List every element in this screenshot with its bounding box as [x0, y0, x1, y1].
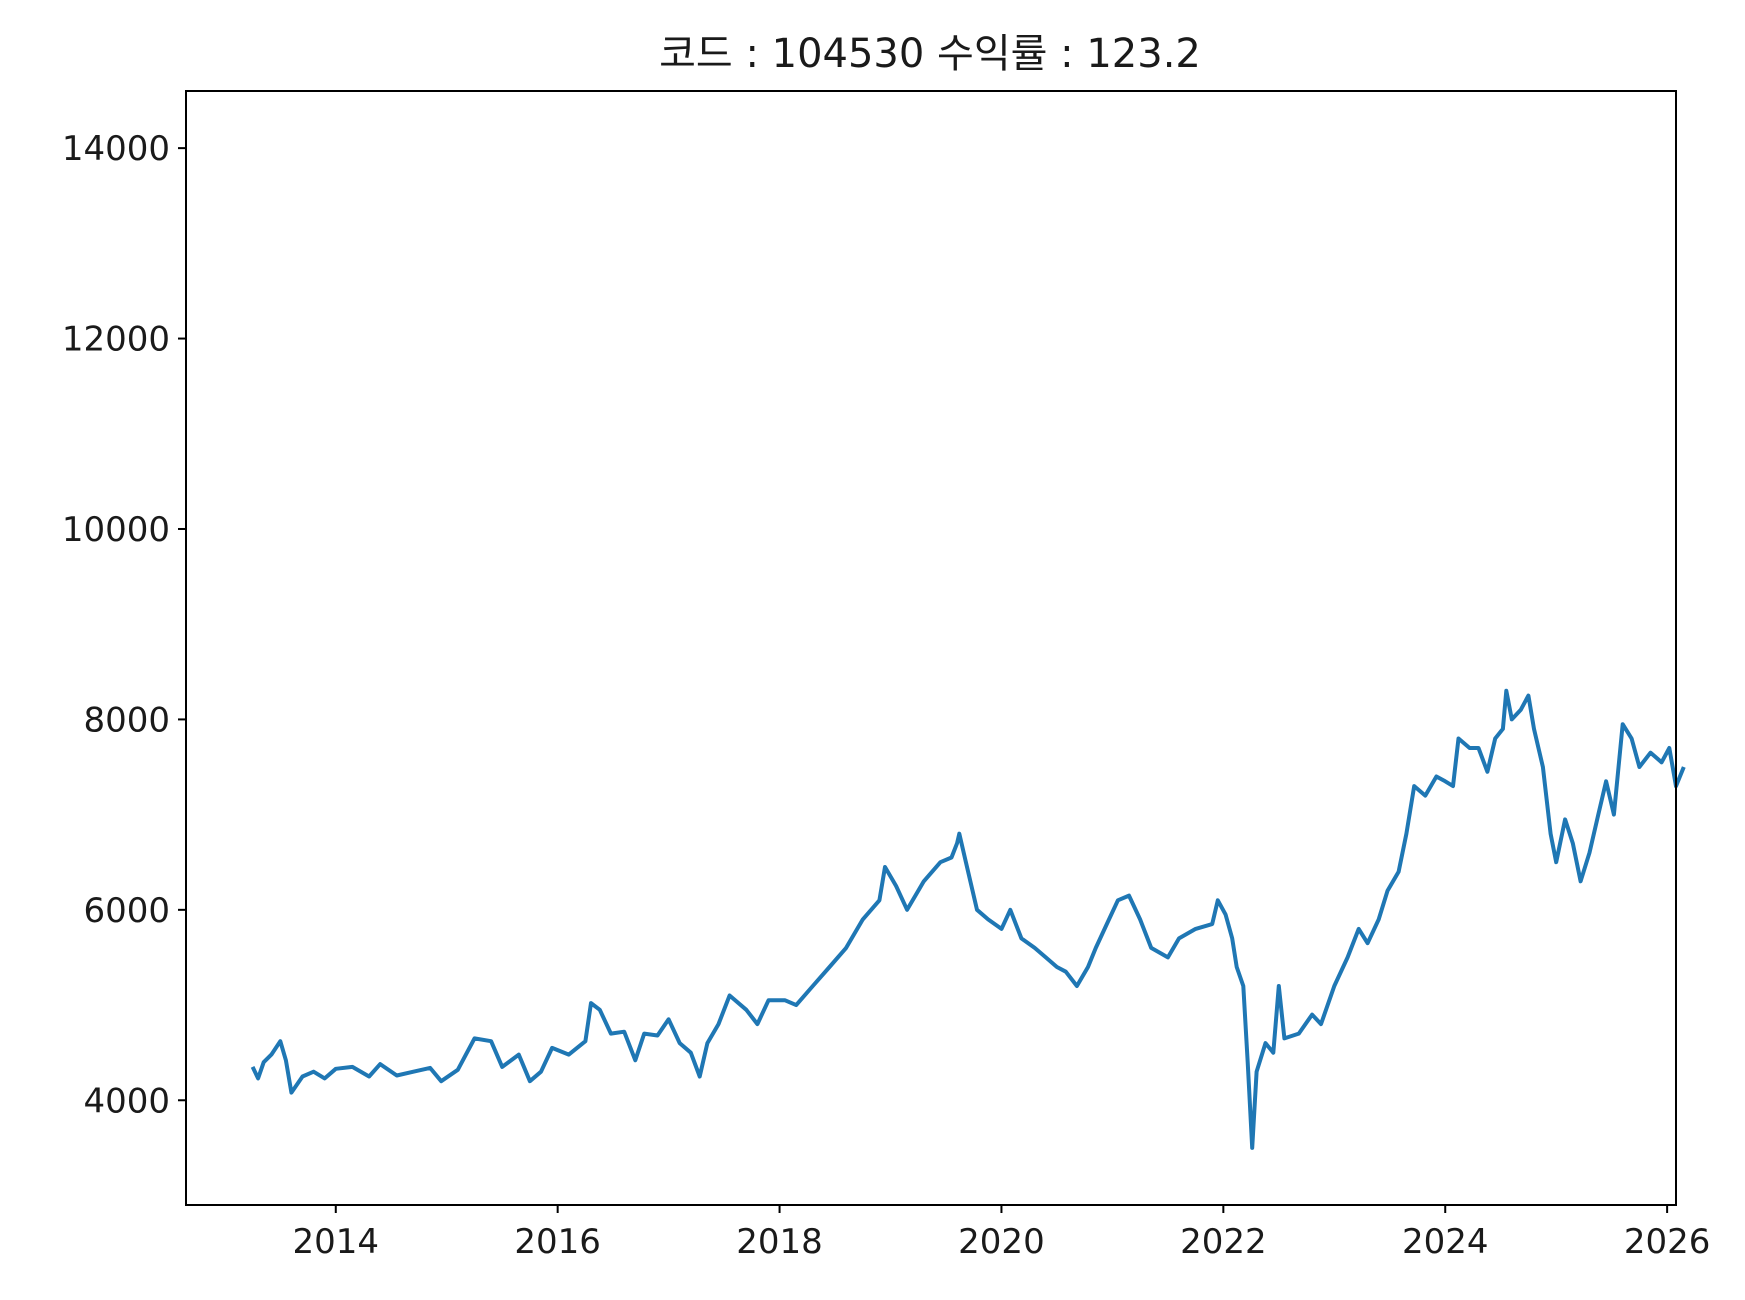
y-tick-label: 6000 [83, 891, 170, 931]
y-tick-label: 10000 [62, 510, 170, 550]
axes-frame [185, 90, 1677, 1206]
chart-title: 코드 : 104530 수익률 : 123.2 [659, 31, 1201, 77]
x-tick-label: 2014 [293, 1222, 380, 1262]
series-line [250, 688, 1686, 1150]
x-tick-label: 2016 [514, 1222, 601, 1262]
plot-area [250, 688, 1686, 1150]
x-tick-label: 2022 [1180, 1222, 1267, 1262]
x-tick-label: 2020 [958, 1222, 1045, 1262]
x-tick-label: 2024 [1402, 1222, 1489, 1262]
x-tick-label: 2026 [1624, 1222, 1711, 1262]
y-axis: 4000 6000 8000 10000 12000 14000 [62, 129, 186, 1121]
y-tick-label: 12000 [62, 320, 170, 360]
x-axis: 2014 2016 2018 2020 2022 2024 2026 [293, 1205, 1711, 1262]
x-tick-label: 2018 [736, 1222, 823, 1262]
y-tick-label: 8000 [83, 700, 170, 740]
y-tick-label: 4000 [83, 1081, 170, 1121]
y-tick-label: 14000 [62, 129, 170, 169]
